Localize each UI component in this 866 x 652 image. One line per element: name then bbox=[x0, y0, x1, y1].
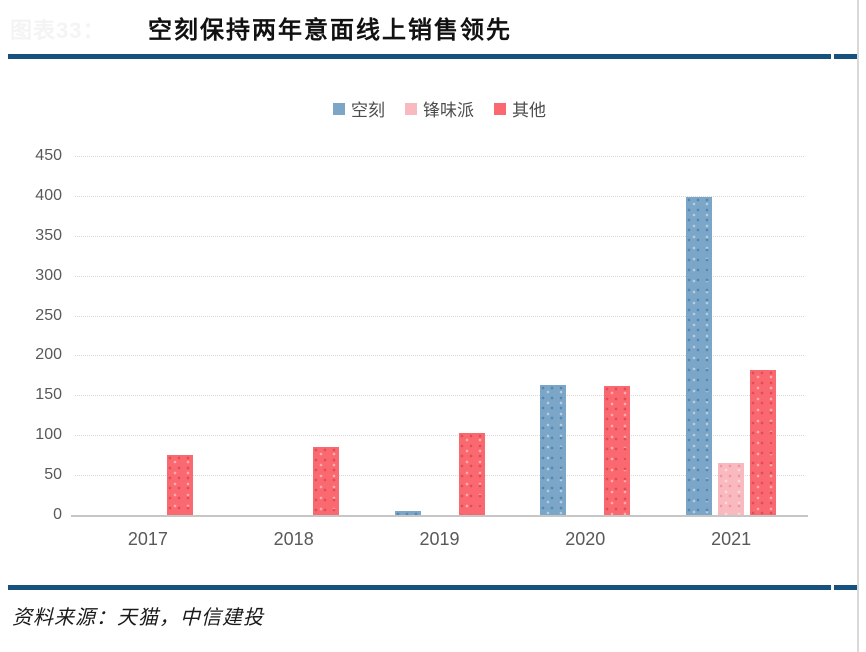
bottom-divider-rule bbox=[8, 585, 858, 590]
right-border-line bbox=[857, 0, 859, 652]
x-axis-label-2017: 2017 bbox=[127, 529, 168, 549]
y-axis-label-100: 100 bbox=[35, 426, 62, 444]
bar-group-2019 bbox=[392, 433, 488, 515]
legend-item-3: 其他 bbox=[494, 96, 546, 121]
y-axis-label-400: 400 bbox=[35, 186, 62, 204]
y-axis-label-150: 150 bbox=[35, 386, 62, 404]
y-axis-label-50: 50 bbox=[44, 466, 62, 484]
gridline-300 bbox=[75, 275, 804, 277]
x-axis-label-2019: 2019 bbox=[419, 529, 460, 549]
gridline-450 bbox=[75, 156, 804, 157]
gridline-250 bbox=[75, 315, 804, 317]
legend-item-1: 空刻 bbox=[333, 96, 385, 121]
y-axis-label-350: 350 bbox=[35, 226, 62, 244]
bar-空刻-2020 bbox=[540, 385, 567, 515]
bar-其他-2019 bbox=[458, 433, 485, 515]
gridline-50 bbox=[75, 475, 804, 477]
bar-group-2021 bbox=[683, 197, 779, 515]
x-axis-line bbox=[71, 515, 808, 517]
bar-其他-2020 bbox=[604, 386, 631, 515]
gridline-150 bbox=[75, 395, 804, 397]
gridline-350 bbox=[75, 235, 804, 237]
y-axis-label-450: 450 bbox=[35, 147, 62, 164]
rule-break bbox=[831, 585, 834, 590]
bar-空刻-2019 bbox=[394, 511, 421, 515]
legend-label: 锋味派 bbox=[423, 101, 474, 120]
bar-group-2018 bbox=[246, 447, 342, 515]
page-title: 空刻保持两年意面线上销售领先 bbox=[148, 17, 512, 44]
gridline-400 bbox=[75, 195, 804, 197]
figure-number-ghost-label: 图表33： bbox=[10, 18, 106, 43]
rule-break bbox=[831, 54, 834, 59]
y-axis-label-0: 0 bbox=[53, 506, 62, 523]
y-axis-label-200: 200 bbox=[35, 346, 62, 364]
bar-锋味派-2021 bbox=[718, 463, 745, 515]
bar-group-2017 bbox=[100, 455, 196, 515]
legend-swatch-icon bbox=[494, 102, 506, 115]
legend-swatch-icon bbox=[405, 102, 417, 115]
gridline-100 bbox=[75, 435, 804, 437]
top-divider-rule bbox=[8, 54, 858, 59]
gridline-200 bbox=[75, 355, 804, 357]
source-text: 资料来源：天猫，中信建投 bbox=[12, 607, 264, 629]
legend-label: 其他 bbox=[512, 101, 546, 120]
bar-group-2020 bbox=[537, 385, 633, 515]
chart-legend: 空刻 锋味派 其他 bbox=[75, 96, 804, 121]
x-axis-label-2018: 2018 bbox=[273, 529, 314, 549]
bar-其他-2017 bbox=[166, 455, 193, 515]
bar-空刻-2021 bbox=[686, 197, 713, 515]
x-axis-label-2020: 2020 bbox=[565, 529, 606, 549]
chart-plot-area bbox=[71, 156, 808, 517]
legend-swatch-icon bbox=[333, 102, 345, 115]
legend-label: 空刻 bbox=[351, 101, 385, 120]
y-axis-label-300: 300 bbox=[35, 266, 62, 284]
legend-item-2: 锋味派 bbox=[405, 96, 474, 121]
x-axis-label-2021: 2021 bbox=[711, 529, 752, 549]
bar-其他-2021 bbox=[750, 370, 777, 515]
bar-其他-2018 bbox=[312, 447, 339, 515]
y-axis-label-250: 250 bbox=[35, 306, 62, 324]
